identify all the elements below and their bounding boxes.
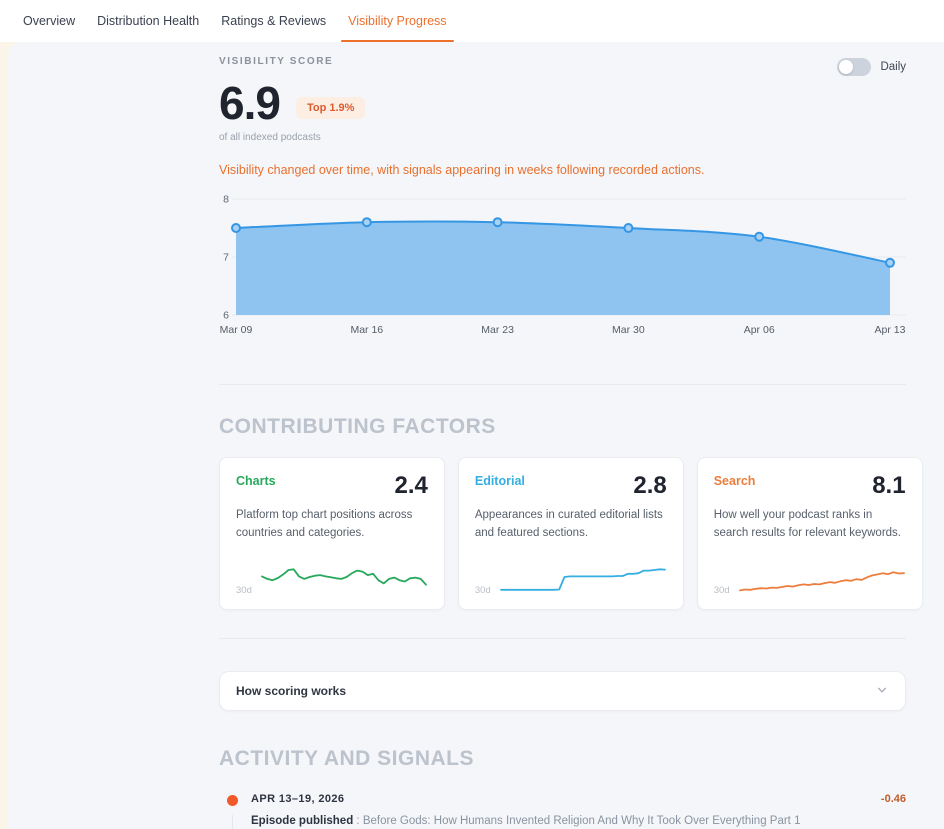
factor-score: 2.8 — [633, 472, 667, 499]
top-tab-bar: Overview Distribution Health Ratings & R… — [0, 0, 944, 42]
svg-text:Mar 30: Mar 30 — [612, 324, 645, 336]
score-subtitle: of all indexed podcasts — [219, 132, 321, 143]
visibility-score-label: VISIBILITY SCORE — [219, 56, 334, 67]
factor-label: Search — [713, 474, 756, 488]
toggle-knob-icon — [839, 60, 854, 74]
visibility-score-value: 6.9 — [219, 77, 281, 129]
sparkline-range-label: 30d — [474, 584, 491, 596]
section-divider — [219, 637, 906, 639]
factor-description: Appearances in curated editorial lists a… — [474, 509, 663, 539]
accordion-label: How scoring works — [236, 683, 347, 698]
factor-label: Charts — [236, 474, 276, 488]
chevron-down-icon — [875, 683, 889, 699]
visibility-score-header: VISIBILITY SCORE Daily — [219, 56, 906, 76]
search-sparkline-svg — [738, 570, 905, 591]
svg-text:Apr 06: Apr 06 — [744, 324, 775, 336]
editorial-sparkline-svg — [499, 568, 666, 591]
percentile-badge: Top 1.9% — [295, 97, 366, 119]
section-divider — [219, 384, 906, 385]
how-scoring-works-accordion[interactable]: How scoring works — [219, 670, 906, 711]
svg-text:Mar 23: Mar 23 — [481, 324, 514, 336]
contributing-factors-heading: CONTRIBUTING FACTORS — [219, 415, 496, 438]
event-separator: : — [353, 814, 363, 827]
tab-visibility-progress[interactable]: Visibility Progress — [337, 0, 457, 42]
factor-description: How well your podcast ranks in search re… — [713, 509, 901, 539]
entry-delta: -0.46 — [880, 792, 906, 805]
factor-cards: Charts 2.4 Platform top chart positions … — [219, 457, 923, 610]
tab-overview[interactable]: Overview — [23, 14, 76, 28]
svg-text:8: 8 — [223, 194, 229, 206]
timeline-dot-icon — [227, 794, 238, 806]
factor-label: Editorial — [474, 474, 525, 488]
factor-score: 2.4 — [394, 472, 428, 499]
charts-sparkline-svg — [260, 568, 427, 586]
factor-card-editorial: Editorial 2.8 Appearances in curated edi… — [457, 457, 684, 610]
visibility-trend-svg: 6 7 8 Mar 09 Mar 16 Mar 23 Mar 30 Apr 06 Apr 13 — [220, 194, 906, 336]
event-title: Before Gods: How Humans Invented Religio… — [362, 814, 801, 827]
daily-toggle[interactable] — [837, 58, 872, 76]
svg-text:7: 7 — [223, 252, 229, 264]
visibility-trend-chart: 6 7 8 Mar 09 Mar 16 Mar 23 Mar 30 Apr 06 Apr 13 — [219, 191, 906, 346]
factor-card-charts: Charts 2.4 Platform top chart positions … — [219, 457, 445, 610]
score-row: 6.9 Top 1.9% — [219, 80, 906, 126]
factor-score: 8.1 — [872, 472, 906, 499]
tab-distribution-health[interactable]: Distribution Health — [97, 14, 200, 28]
factor-card-search: Search 8.1 How well your podcast ranks i… — [696, 457, 923, 610]
timeline-entry: APR 13–19, 2026 -0.46 Episode published … — [219, 793, 906, 829]
event-type: Episode published — [251, 814, 354, 827]
sparkline-range-label: 30d — [713, 584, 730, 596]
daily-toggle-group: Daily — [837, 58, 906, 76]
svg-text:Apr 13: Apr 13 — [875, 324, 906, 336]
tab-ratings-reviews[interactable]: Ratings & Reviews — [221, 14, 327, 28]
svg-text:Mar 09: Mar 09 — [220, 324, 253, 336]
activity-signals-heading: ACTIVITY AND SIGNALS — [219, 746, 475, 770]
sparkline-range-label: 30d — [236, 584, 252, 596]
event-episode-published: Episode published : Before Gods: How Hum… — [251, 815, 906, 827]
timeline-rail — [232, 814, 233, 829]
factor-description: Platform top chart positions across coun… — [236, 509, 413, 539]
daily-toggle-label: Daily — [880, 61, 906, 73]
visibility-progress-panel: VISIBILITY SCORE Daily 6.9 Top 1.9% of a… — [8, 42, 944, 829]
entry-date-range: APR 13–19, 2026 — [251, 792, 345, 805]
svg-text:6: 6 — [223, 310, 229, 322]
visibility-note: Visibility changed over time, with signa… — [219, 163, 705, 177]
svg-text:Mar 16: Mar 16 — [350, 324, 383, 336]
